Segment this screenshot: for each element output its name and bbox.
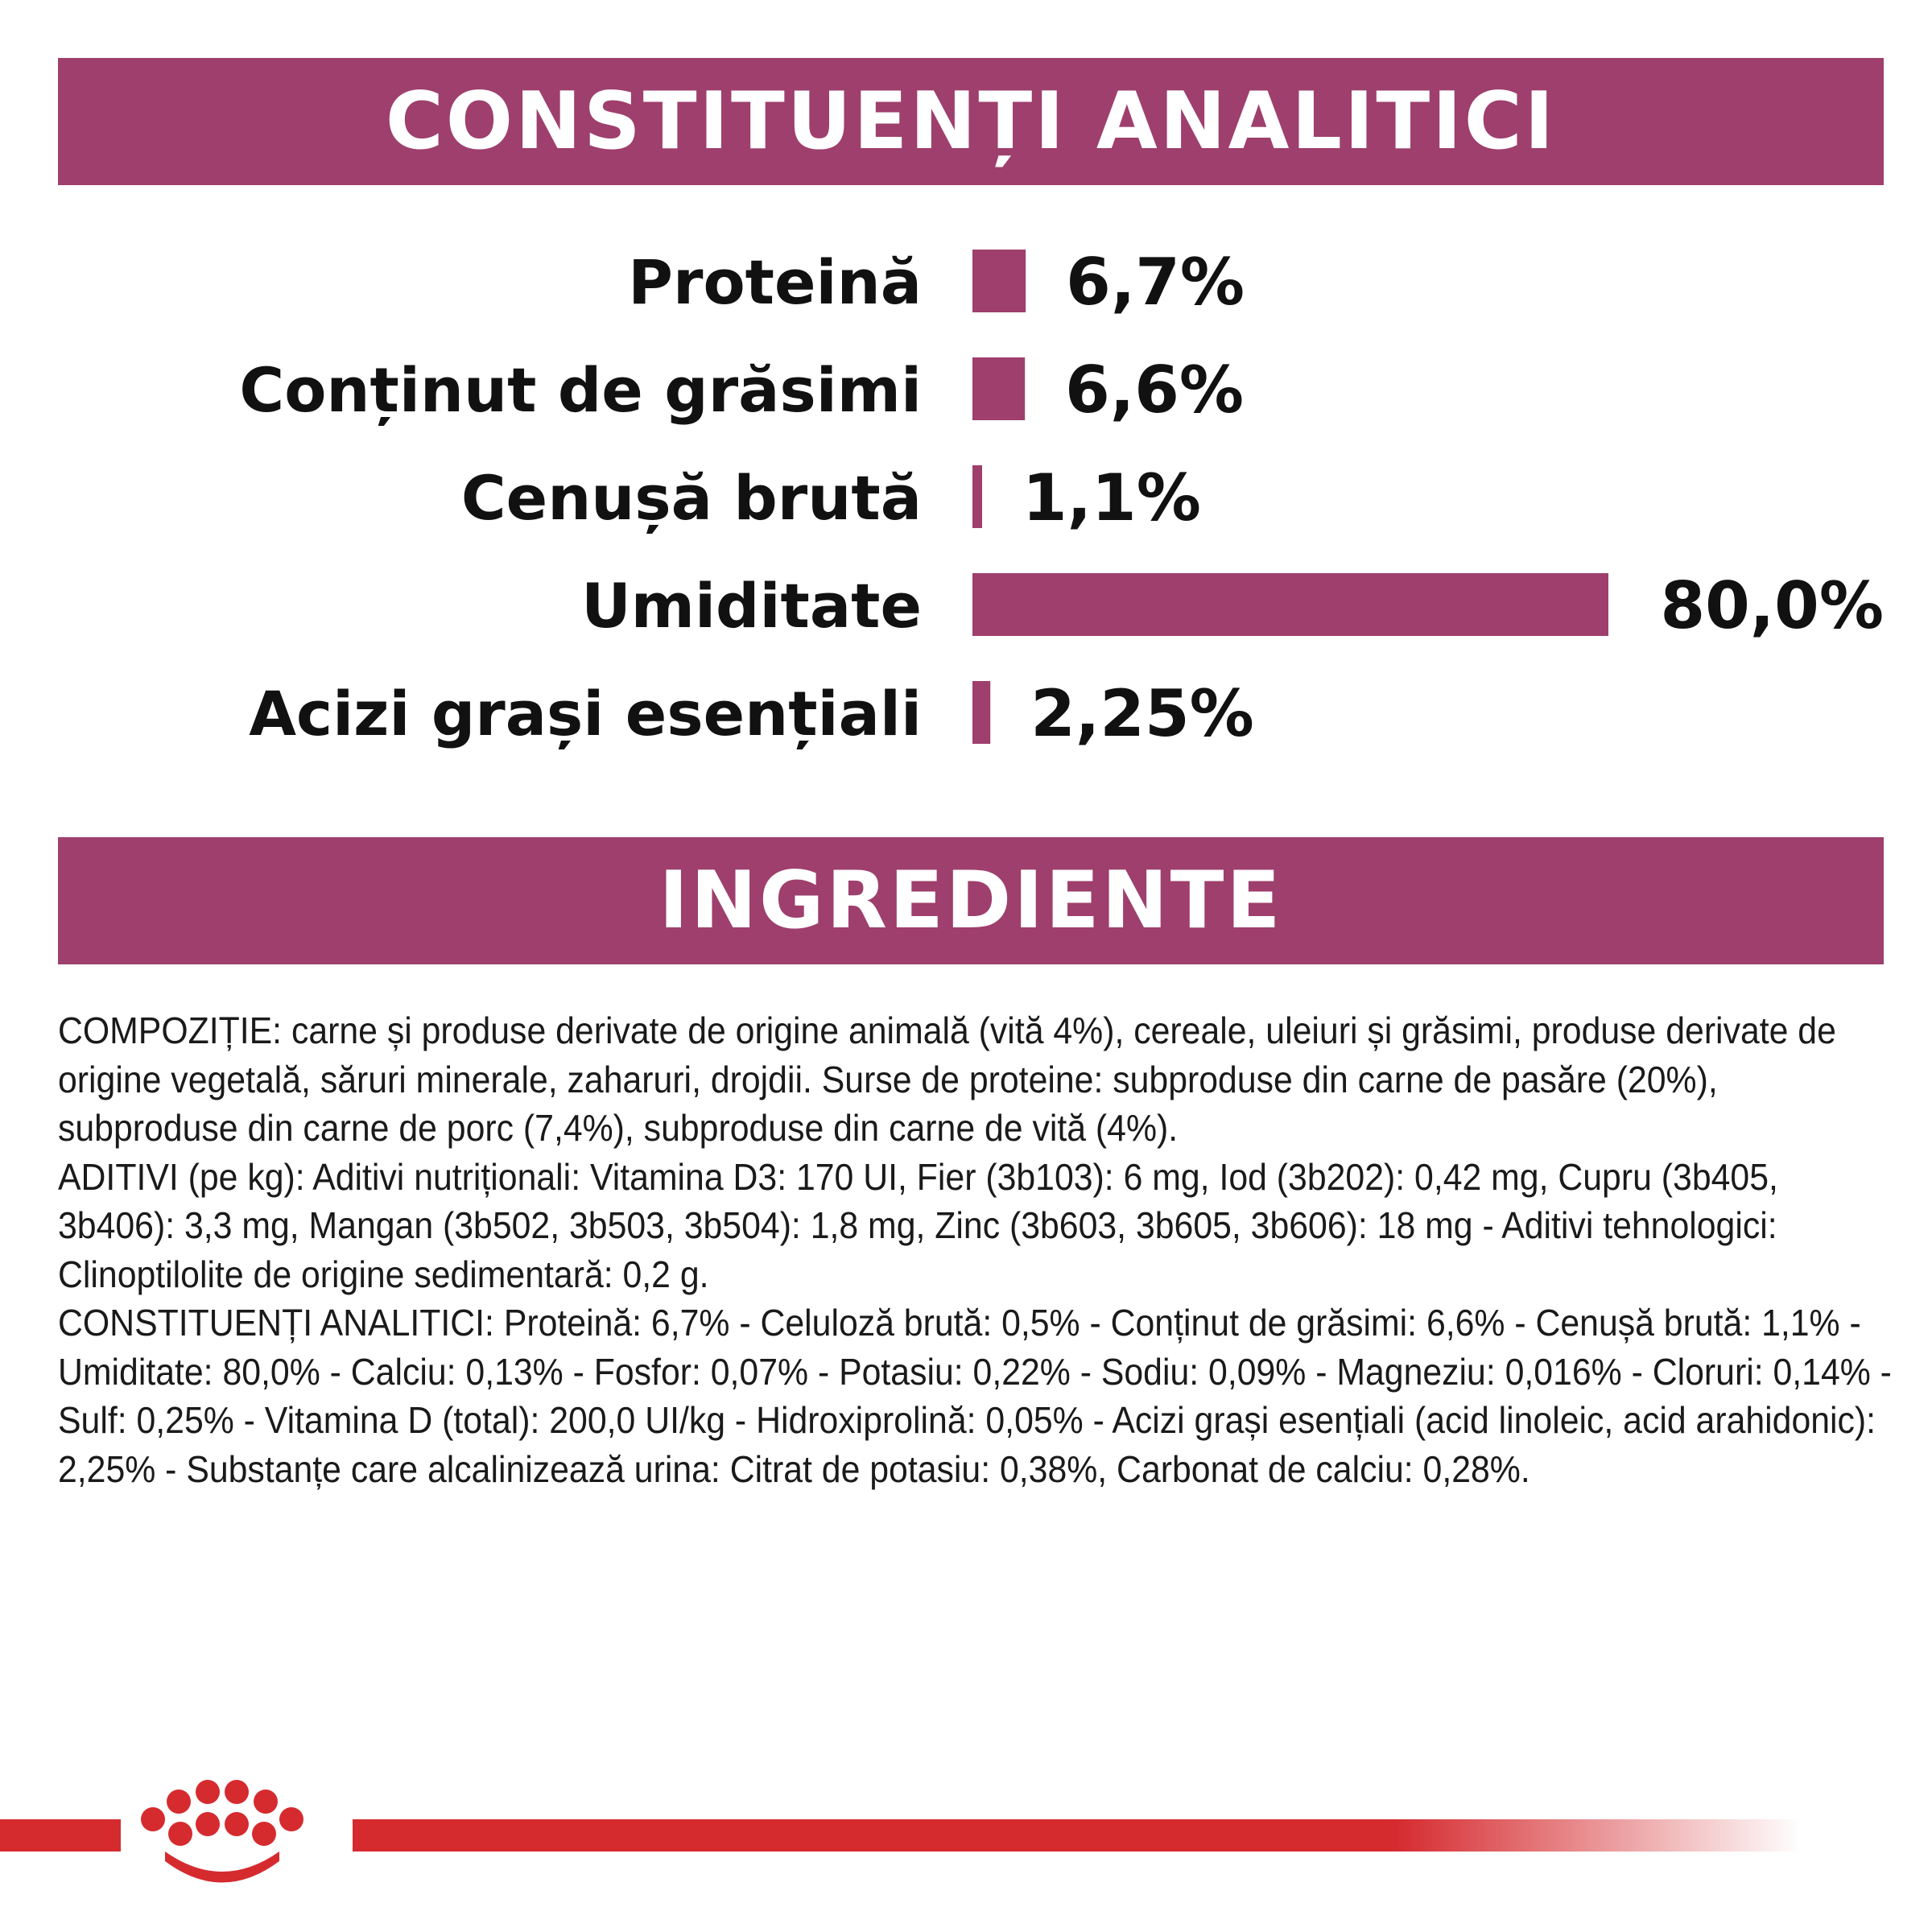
analytic-constituents-paragraph: CONSTITUENȚI ANALITICI: Proteină: 6,7% -… — [58, 1302, 1892, 1490]
bar-label: Conținut de grăsimi — [239, 354, 922, 426]
analytic-constituents-title: CONSTITUENȚI ANALITICI — [385, 76, 1557, 167]
ingredients-title: INGREDIENTE — [658, 855, 1283, 947]
footer-stripe-left — [0, 1819, 121, 1852]
bar-label: Cenușă brută — [461, 462, 922, 534]
additives-paragraph: ADITIVI (pe kg): Aditivi nutriționali: V… — [58, 1155, 1778, 1295]
brand-footer — [0, 1780, 1802, 1883]
analytic-constituents-chart: Proteină 6,7% Conținut de grăsimi 6,6% Cenuș… — [239, 245, 1884, 751]
bar — [972, 357, 1026, 420]
bar-value-label: 6,7% — [1066, 245, 1245, 320]
bar-value-label: 80,0% — [1660, 568, 1884, 643]
analytic-constituents-header: CONSTITUENȚI ANALITICI — [58, 58, 1884, 185]
composition-paragraph: COMPOZIȚIE: carne și produse derivate de… — [58, 1009, 1836, 1149]
crown-logo-icon — [141, 1780, 303, 1883]
bar-value-label: 2,25% — [1030, 676, 1254, 751]
ingredients-header: INGREDIENTE — [58, 837, 1884, 964]
footer-stripe-right — [353, 1819, 1802, 1852]
bar — [972, 250, 1026, 312]
bar-label: Umiditate — [581, 570, 922, 642]
bar-value-label: 6,6% — [1065, 353, 1244, 427]
ingredients-text: COMPOZIȚIE: carne și produse derivate de… — [58, 1006, 1901, 1493]
bar-value-label: 1,1% — [1022, 460, 1201, 535]
bar-label: Proteină — [628, 246, 922, 318]
bar — [972, 681, 991, 744]
bar — [972, 573, 1608, 636]
bar — [972, 465, 982, 528]
bar-label: Acizi grași esențiali — [249, 678, 922, 749]
